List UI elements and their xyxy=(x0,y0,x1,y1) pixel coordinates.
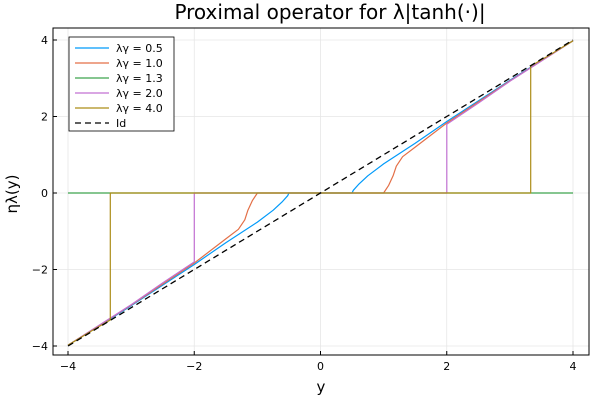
y-tick-label: −4 xyxy=(32,340,48,353)
y-tick-label: 0 xyxy=(41,187,48,200)
y-tick-label: 2 xyxy=(41,111,48,124)
y-tick-label: −2 xyxy=(32,264,48,277)
series-line xyxy=(67,39,574,347)
legend-label: λγ = 0.5 xyxy=(116,42,163,55)
legend-box xyxy=(68,36,175,132)
x-axis-title: y xyxy=(317,378,326,396)
ticks: −4 −2 0 2 4 −4 −2 0 2 4 xyxy=(32,34,577,373)
x-tick-label: 4 xyxy=(570,360,577,373)
x-tick-label: 2 xyxy=(443,360,450,373)
legend: λγ = 0.5 λγ = 1.0 λγ = 1.3 λγ = 2.0 λγ = 4.0… xyxy=(68,36,175,132)
legend-label: λγ = 1.3 xyxy=(116,72,163,85)
legend-label: λγ = 4.0 xyxy=(116,102,163,115)
legend-label: λγ = 1.0 xyxy=(116,57,163,70)
legend-label: λγ = 2.0 xyxy=(116,87,163,100)
y-axis-title: ηλ(y) xyxy=(3,175,21,214)
y-tick-label: 4 xyxy=(41,34,48,47)
series-lines xyxy=(67,39,574,347)
x-tick-label: −4 xyxy=(60,360,76,373)
x-tick-label: 0 xyxy=(317,360,324,373)
x-tick-label: −2 xyxy=(186,360,202,373)
chart-title: Proximal operator for λ|tanh(·)| xyxy=(174,0,485,24)
legend-label: Id xyxy=(116,117,126,130)
grid xyxy=(53,28,589,355)
